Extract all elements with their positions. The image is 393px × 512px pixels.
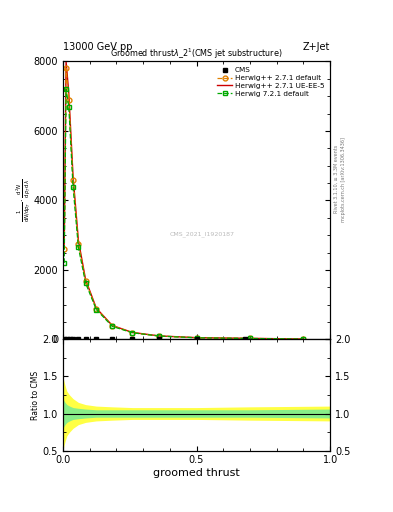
- Line: Herwig++ 2.7.1 default: Herwig++ 2.7.1 default: [62, 66, 306, 342]
- Herwig++ 2.7.1 UE-EE-5: [64, 58, 68, 65]
- Herwig++ 2.7.1 default: [194, 335, 199, 341]
- Herwig++ 2.7.1 default: [301, 336, 306, 342]
- CMS: [71, 336, 75, 343]
- CMS: [194, 336, 199, 343]
- Herwig 7.2.1 default: [301, 336, 306, 342]
- Herwig++ 2.7.1 UE-EE-5: [194, 334, 199, 340]
- Herwig++ 2.7.1 default: [157, 333, 162, 339]
- Herwig++ 2.7.1 default: [76, 241, 81, 247]
- Herwig++ 2.7.1 default: [62, 246, 66, 252]
- Herwig++ 2.7.1 default: [130, 330, 135, 336]
- Herwig 7.2.1 default: [62, 260, 66, 266]
- Herwig 7.2.1 default: [83, 280, 88, 286]
- Herwig 7.2.1 default: [71, 183, 75, 189]
- Herwig++ 2.7.1 default: [71, 177, 75, 183]
- Herwig++ 2.7.1 UE-EE-5: [76, 237, 81, 243]
- Text: Z+Jet: Z+Jet: [303, 41, 330, 52]
- Herwig 7.2.1 default: [94, 306, 99, 312]
- CMS: [130, 336, 135, 343]
- Herwig 7.2.1 default: [248, 335, 252, 342]
- CMS: [67, 336, 72, 343]
- Legend: CMS, Herwig++ 2.7.1 default, Herwig++ 2.7.1 UE-EE-5, Herwig 7.2.1 default: CMS, Herwig++ 2.7.1 default, Herwig++ 2.…: [215, 65, 327, 99]
- Herwig++ 2.7.1 default: [66, 97, 71, 103]
- Herwig++ 2.7.1 UE-EE-5: [130, 329, 135, 335]
- Herwig 7.2.1 default: [110, 323, 115, 329]
- CMS: [64, 336, 69, 343]
- Line: CMS: CMS: [62, 337, 247, 342]
- Herwig++ 2.7.1 UE-EE-5: [71, 173, 75, 179]
- Herwig++ 2.7.1 UE-EE-5: [66, 90, 71, 96]
- Y-axis label: $\frac{1}{\mathrm{d}N/\mathrm{d}p_T} \cdot \frac{\mathrm{d}^2N}{\mathrm{d}p_T\,\: $\frac{1}{\mathrm{d}N/\mathrm{d}p_T} \cd…: [14, 179, 32, 222]
- Text: 13000 GeV pp: 13000 GeV pp: [63, 41, 132, 52]
- Herwig 7.2.1 default: [194, 335, 199, 341]
- Herwig++ 2.7.1 default: [248, 335, 252, 342]
- CMS: [76, 336, 81, 343]
- CMS: [94, 336, 99, 343]
- Herwig 7.2.1 default: [130, 330, 135, 336]
- Herwig++ 2.7.1 default: [94, 306, 99, 312]
- Herwig 7.2.1 default: [157, 333, 162, 339]
- Herwig 7.2.1 default: [66, 103, 71, 110]
- Herwig++ 2.7.1 UE-EE-5: [83, 276, 88, 283]
- Herwig 7.2.1 default: [64, 86, 68, 92]
- Text: mcplots.cern.ch [arXiv:1306.3436]: mcplots.cern.ch [arXiv:1306.3436]: [342, 137, 346, 222]
- CMS: [62, 336, 66, 343]
- Herwig++ 2.7.1 UE-EE-5: [62, 243, 66, 249]
- Herwig++ 2.7.1 UE-EE-5: [248, 335, 252, 342]
- Line: Herwig 7.2.1 default: Herwig 7.2.1 default: [62, 87, 306, 342]
- Herwig++ 2.7.1 default: [110, 323, 115, 329]
- Herwig++ 2.7.1 UE-EE-5: [301, 336, 306, 342]
- Herwig 7.2.1 default: [76, 244, 81, 250]
- Herwig++ 2.7.1 UE-EE-5: [94, 305, 99, 311]
- Text: Rivet 3.1.10, ≥ 3.3M events: Rivet 3.1.10, ≥ 3.3M events: [334, 145, 338, 214]
- Y-axis label: Ratio to CMS: Ratio to CMS: [31, 370, 40, 419]
- Herwig++ 2.7.1 UE-EE-5: [110, 323, 115, 329]
- Title: Groomed thrust$\lambda\_2^1$(CMS jet substructure): Groomed thrust$\lambda\_2^1$(CMS jet sub…: [110, 47, 283, 61]
- Line: Herwig++ 2.7.1 UE-EE-5: Herwig++ 2.7.1 UE-EE-5: [64, 61, 303, 339]
- CMS: [157, 336, 162, 343]
- Text: CMS_2021_I1920187: CMS_2021_I1920187: [169, 231, 234, 237]
- CMS: [242, 336, 247, 343]
- Herwig++ 2.7.1 default: [64, 66, 68, 72]
- X-axis label: groomed thrust: groomed thrust: [153, 468, 240, 478]
- CMS: [110, 336, 115, 343]
- Herwig++ 2.7.1 UE-EE-5: [157, 333, 162, 339]
- CMS: [83, 336, 88, 343]
- Herwig++ 2.7.1 default: [83, 278, 88, 284]
